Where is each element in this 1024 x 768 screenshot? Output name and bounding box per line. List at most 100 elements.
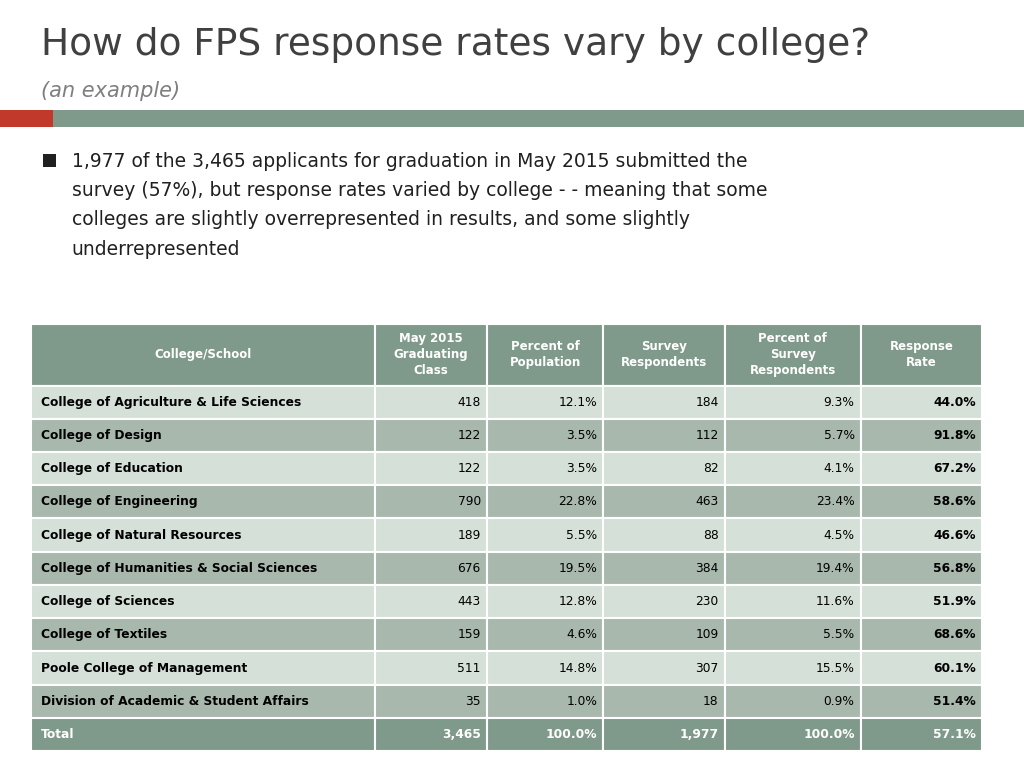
Bar: [487, 518, 603, 551]
Bar: [603, 651, 725, 684]
Bar: [861, 618, 982, 651]
Text: underrepresented: underrepresented: [72, 240, 241, 259]
Text: 676: 676: [458, 562, 481, 574]
Bar: [487, 684, 603, 718]
Bar: [725, 518, 861, 551]
Text: 19.5%: 19.5%: [558, 562, 597, 574]
Text: Response
Rate: Response Rate: [890, 340, 953, 369]
Text: College of Humanities & Social Sciences: College of Humanities & Social Sciences: [41, 562, 317, 574]
Bar: [861, 386, 982, 419]
Text: 51.9%: 51.9%: [933, 595, 976, 608]
Bar: [487, 718, 603, 751]
Bar: [725, 386, 861, 419]
Text: survey (57%), but response rates varied by college - - meaning that some: survey (57%), but response rates varied …: [72, 181, 767, 200]
Bar: [31, 718, 376, 751]
Bar: [376, 324, 487, 386]
Text: 68.6%: 68.6%: [934, 628, 976, 641]
Text: College of Textiles: College of Textiles: [41, 628, 167, 641]
Text: (an example): (an example): [41, 81, 180, 101]
Text: 67.2%: 67.2%: [933, 462, 976, 475]
Bar: [861, 718, 982, 751]
Text: 11.6%: 11.6%: [816, 595, 855, 608]
Bar: [603, 551, 725, 585]
Bar: [861, 485, 982, 518]
Text: 230: 230: [695, 595, 719, 608]
Text: College/School: College/School: [155, 349, 252, 361]
Bar: [376, 718, 487, 751]
Text: 12.1%: 12.1%: [559, 396, 597, 409]
Text: College of Agriculture & Life Sciences: College of Agriculture & Life Sciences: [41, 396, 301, 409]
Bar: [31, 419, 376, 452]
Text: 14.8%: 14.8%: [558, 661, 597, 674]
Bar: [725, 651, 861, 684]
Text: College of Design: College of Design: [41, 429, 162, 442]
Bar: [861, 551, 982, 585]
Text: 4.1%: 4.1%: [823, 462, 855, 475]
Text: 1.0%: 1.0%: [566, 695, 597, 708]
Bar: [31, 618, 376, 651]
Text: 23.4%: 23.4%: [816, 495, 855, 508]
Bar: [376, 452, 487, 485]
Text: 15.5%: 15.5%: [816, 661, 855, 674]
Bar: [376, 684, 487, 718]
Bar: [603, 485, 725, 518]
Bar: [376, 585, 487, 618]
Text: 100.0%: 100.0%: [803, 728, 855, 741]
Bar: [43, 154, 56, 167]
Text: Survey
Respondents: Survey Respondents: [621, 340, 708, 369]
Text: College of Natural Resources: College of Natural Resources: [41, 528, 242, 541]
Bar: [31, 485, 376, 518]
Bar: [861, 651, 982, 684]
Bar: [725, 551, 861, 585]
Bar: [603, 585, 725, 618]
Text: College of Engineering: College of Engineering: [41, 495, 198, 508]
Bar: [376, 386, 487, 419]
Bar: [603, 386, 725, 419]
Bar: [861, 324, 982, 386]
Text: 57.1%: 57.1%: [933, 728, 976, 741]
Bar: [861, 452, 982, 485]
Bar: [31, 386, 376, 419]
Text: 418: 418: [458, 396, 481, 409]
Text: 0.9%: 0.9%: [823, 695, 855, 708]
Bar: [376, 618, 487, 651]
Text: 60.1%: 60.1%: [933, 661, 976, 674]
Text: 443: 443: [458, 595, 481, 608]
Bar: [861, 585, 982, 618]
Text: 5.5%: 5.5%: [566, 528, 597, 541]
Bar: [725, 718, 861, 751]
Bar: [603, 518, 725, 551]
Bar: [487, 618, 603, 651]
Text: 4.6%: 4.6%: [566, 628, 597, 641]
Text: College of Education: College of Education: [41, 462, 183, 475]
Bar: [725, 452, 861, 485]
Text: 3.5%: 3.5%: [566, 429, 597, 442]
Text: 56.8%: 56.8%: [933, 562, 976, 574]
Bar: [31, 452, 376, 485]
Text: 189: 189: [458, 528, 481, 541]
Text: 3.5%: 3.5%: [566, 462, 597, 475]
Text: 307: 307: [695, 661, 719, 674]
Bar: [725, 684, 861, 718]
Bar: [487, 651, 603, 684]
Text: 12.8%: 12.8%: [558, 595, 597, 608]
Text: 511: 511: [458, 661, 481, 674]
Bar: [31, 684, 376, 718]
Bar: [376, 518, 487, 551]
Text: 35: 35: [465, 695, 481, 708]
Bar: [0, 110, 53, 127]
Text: 1,977: 1,977: [680, 728, 719, 741]
Text: 122: 122: [458, 462, 481, 475]
Text: 18: 18: [703, 695, 719, 708]
Text: Division of Academic & Student Affairs: Division of Academic & Student Affairs: [41, 695, 308, 708]
Text: 1,977 of the 3,465 applicants for graduation in May 2015 submitted the: 1,977 of the 3,465 applicants for gradua…: [72, 152, 748, 171]
Bar: [31, 324, 376, 386]
Bar: [603, 419, 725, 452]
Bar: [53, 110, 1024, 127]
Text: 44.0%: 44.0%: [933, 396, 976, 409]
Bar: [861, 518, 982, 551]
Text: colleges are slightly overrepresented in results, and some slightly: colleges are slightly overrepresented in…: [72, 210, 690, 230]
Bar: [603, 684, 725, 718]
Bar: [603, 452, 725, 485]
Text: 82: 82: [703, 462, 719, 475]
